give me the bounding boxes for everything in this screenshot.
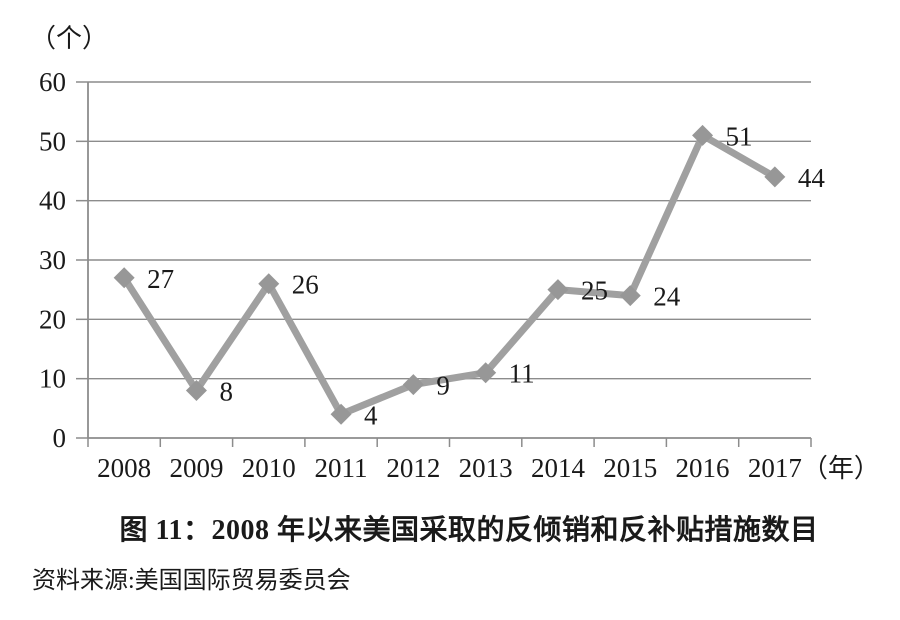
x-tick-label: 2009 <box>169 453 223 483</box>
x-tick-label: 2008 <box>97 453 151 483</box>
y-tick-label: 50 <box>39 126 66 156</box>
y-unit-label: （个） <box>30 24 108 53</box>
data-point-label: 26 <box>292 270 319 300</box>
x-tick-label: 2012 <box>386 453 440 483</box>
x-tick-label: 2015 <box>603 453 657 483</box>
x-tick-label: 2011 <box>315 453 368 483</box>
y-tick-label: 0 <box>53 423 67 453</box>
line-chart-canvas: 0 10 20 30 40 50 60 2008 2009 2010 2011 2012 2013 201… <box>30 24 880 483</box>
y-tick-label: 60 <box>39 67 66 97</box>
y-tick-label: 30 <box>39 245 66 275</box>
series-line <box>120 131 779 418</box>
data-point-label: 4 <box>364 400 378 430</box>
figure-caption: 图 11：2008 年以来美国采取的反倾销和反补贴措施数目 <box>119 515 819 546</box>
x-tick-label: 2017 <box>748 453 802 483</box>
x-tick-label: 2010 <box>242 453 296 483</box>
data-point-label: 8 <box>219 377 233 407</box>
data-point-label: 44 <box>798 163 826 193</box>
data-point-marker <box>619 285 641 307</box>
data-point-label: 11 <box>509 359 535 389</box>
data-point-label: 27 <box>147 264 174 294</box>
data-point-marker <box>330 403 352 425</box>
x-tick-label: 2013 <box>459 453 513 483</box>
data-point-label: 51 <box>726 121 753 151</box>
x-tick-label: 2016 <box>676 453 730 483</box>
data-point-marker <box>258 273 280 295</box>
data-point-marker <box>692 124 714 146</box>
y-tick-label: 20 <box>39 304 66 334</box>
data-point-marker <box>475 362 497 384</box>
data-point-marker <box>402 374 424 396</box>
y-tick-label: 40 <box>39 186 66 216</box>
data-point-label: 24 <box>653 282 681 312</box>
data-point-label: 9 <box>436 371 450 401</box>
data-point-marker <box>547 279 569 301</box>
data-point-marker <box>185 380 207 402</box>
y-tick-label: 10 <box>39 364 66 394</box>
data-point-marker <box>113 267 135 289</box>
x-unit-label: （年） <box>802 454 880 483</box>
x-tick-label: 2014 <box>531 453 586 483</box>
data-point-label: 25 <box>581 276 608 306</box>
source-note: 资料来源:美国国际贸易委员会 <box>32 568 351 594</box>
data-point-marker <box>764 166 786 188</box>
